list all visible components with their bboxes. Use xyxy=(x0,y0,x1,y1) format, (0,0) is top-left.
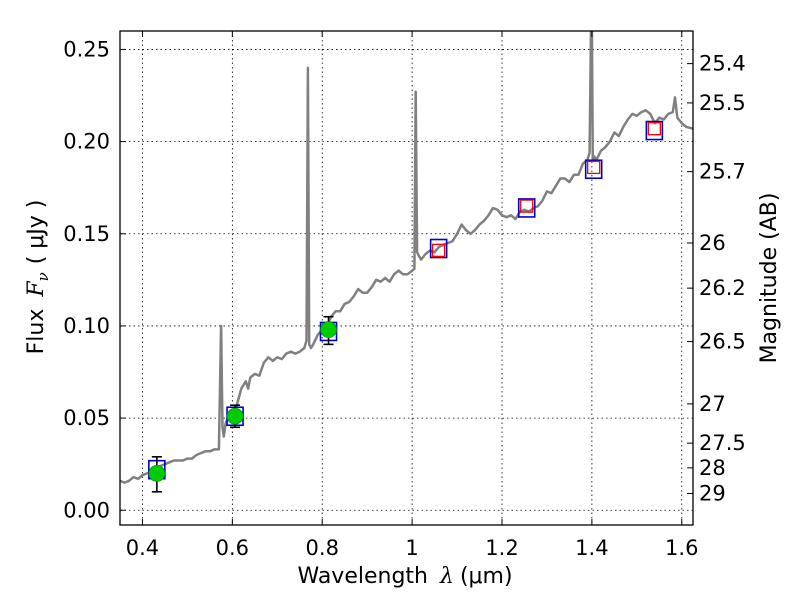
x-tick-label: 1.4 xyxy=(575,536,608,560)
plot-area xyxy=(120,31,693,493)
y2-tick-label: 27.5 xyxy=(699,431,746,455)
x-tick-label: 1 xyxy=(405,536,418,560)
grid-lines xyxy=(120,31,693,525)
y2-tick-label: 26 xyxy=(699,231,726,255)
y2-tick-label: 28 xyxy=(699,456,726,480)
model-photometry-marker xyxy=(517,198,536,218)
spectrum-line xyxy=(120,31,693,484)
y2-tick-label: 25.4 xyxy=(699,52,746,76)
predicted-photometry-marker xyxy=(587,160,601,175)
x-tick-label: 1.2 xyxy=(485,536,518,560)
model-photometry-marker xyxy=(645,120,664,141)
x-tick-label: 0.6 xyxy=(216,536,249,560)
y2-tick-label: 27 xyxy=(699,392,726,416)
observed-photometry-marker xyxy=(320,321,337,339)
x-axis-label: Wavelength λ (μm) xyxy=(297,564,512,589)
predicted-photometry-marker xyxy=(647,122,662,136)
model-photometry-marker xyxy=(584,159,603,180)
predicted-photometry-marker xyxy=(520,199,534,213)
y-tick-label: 0.05 xyxy=(63,406,110,430)
plot-frame xyxy=(119,30,694,526)
y-tick-label: 0.10 xyxy=(63,314,110,338)
observed-photometry-marker xyxy=(148,464,166,482)
y-tick-label: 0.25 xyxy=(63,37,110,61)
model-photometry-marker xyxy=(429,238,448,259)
observed-photometry-marker xyxy=(226,407,244,425)
y2-tick-label: 25.7 xyxy=(699,160,746,184)
x-tick-label: 0.4 xyxy=(126,536,159,560)
y2-tick-label: 25.5 xyxy=(699,91,746,115)
predicted-photometry-marker xyxy=(431,243,446,258)
y2-tick-label: 29 xyxy=(699,481,726,505)
y-tick-label: 0.00 xyxy=(63,498,110,522)
x-tick-label: 1.6 xyxy=(665,536,698,560)
y2-axis-label: Magnitude (AB) xyxy=(757,193,782,364)
x-tick-label: 0.8 xyxy=(306,536,339,560)
y-tick-label: 0.20 xyxy=(63,130,110,154)
y-axis-label: FluxFν( μJy ) xyxy=(24,200,52,355)
y2-tick-label: 26.2 xyxy=(699,276,746,300)
y2-tick-label: 26.5 xyxy=(699,330,746,354)
y-tick-label: 0.15 xyxy=(63,222,110,246)
axis-ticks: 0.4 0.6 0.8 1 1.2 1.4 1.6 0.00 0.05 0.10 0.15 0.20 0… xyxy=(63,31,746,560)
